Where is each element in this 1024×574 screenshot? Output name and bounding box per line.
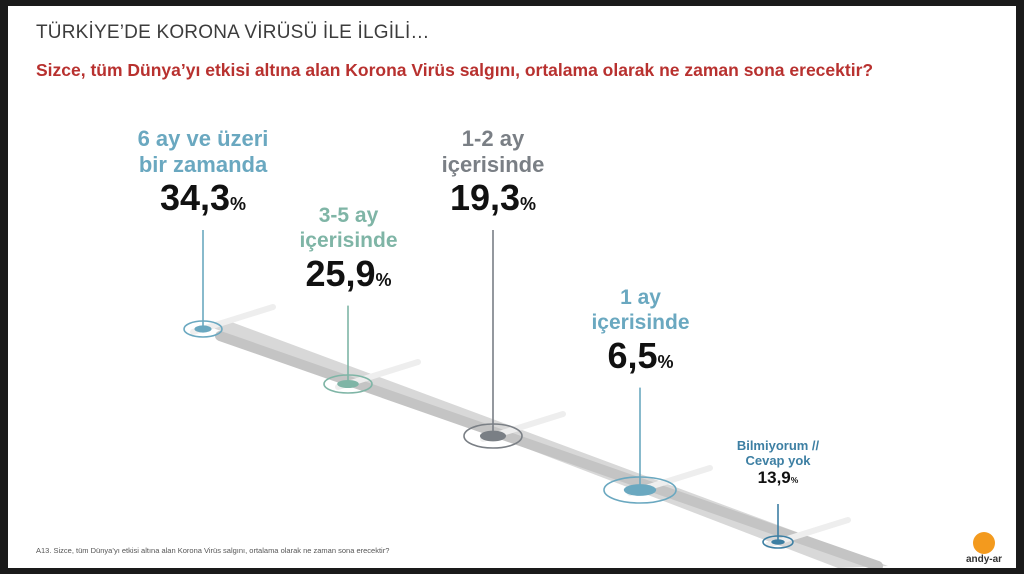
marker-dot (337, 379, 359, 389)
category-text: 6 ay ve üzeri (137, 126, 269, 151)
category-label: 6 ay ve üzeri bir zamanda 34,3% (108, 126, 298, 220)
marker-ring (762, 535, 794, 549)
marker-ring (183, 320, 223, 338)
value-label: 13,9% (713, 468, 843, 488)
marker-dot (623, 484, 657, 496)
category-text: içerisinde (441, 151, 545, 177)
category-text: içerisinde (299, 228, 398, 252)
value-label: 34,3% (108, 177, 298, 219)
category-text: Cevap yok (745, 453, 811, 469)
category-label: 1-2 ay içerisinde 19,3% (418, 126, 568, 220)
percent-sign: % (520, 194, 537, 215)
marker-ring (463, 423, 523, 449)
percent-sign: % (790, 475, 799, 486)
footnote: A13. Sizce, tüm Dünya’yı etkisi altına a… (36, 546, 390, 555)
marker-dot (479, 430, 507, 442)
marker-dot (194, 325, 212, 333)
value-number: 6,5 (607, 335, 658, 377)
category-text: 1-2 ay (461, 126, 525, 151)
value-label: 6,5% (568, 335, 713, 377)
category-text: bir zamanda (138, 151, 268, 177)
value-number: 25,9 (305, 253, 376, 295)
timeline-chart (183, 230, 888, 568)
category-text: Bilmiyorum // (736, 438, 820, 453)
category-text: 1 ay (620, 286, 661, 309)
category-text: 3-5 ay (318, 204, 379, 227)
brand-logo: andy-ar (964, 532, 1004, 565)
category-text: içerisinde (591, 310, 690, 334)
value-number: 34,3 (159, 177, 231, 219)
percent-sign: % (657, 352, 674, 373)
category-label: Bilmiyorum //Cevap yok 13,9% (713, 438, 843, 488)
category-label: 3-5 ay içerisinde 25,9% (266, 204, 431, 295)
marker-ring (603, 476, 677, 504)
value-number: 19,3 (449, 177, 521, 219)
category-label: 1 ay içerisinde 6,5% (568, 286, 713, 377)
percent-sign: % (375, 270, 392, 291)
survey-question: Sizce, tüm Dünya’yı etkisi altına alan K… (36, 60, 874, 80)
marker-ring (323, 374, 373, 394)
page-title: TÜRKİYE’DE KORONA VİRÜSÜ İLE İLGİLİ… (36, 22, 430, 43)
value-label: 19,3% (418, 177, 568, 219)
timeline-road-center (215, 331, 883, 568)
slide: TÜRKİYE’DE KORONA VİRÜSÜ İLE İLGİLİ… Siz… (8, 6, 1016, 568)
percent-sign: % (230, 194, 247, 215)
value-number: 13,9 (757, 468, 791, 488)
value-label: 25,9% (266, 253, 431, 295)
marker-dot (771, 539, 785, 545)
logo-text: andy-ar (965, 554, 1003, 565)
andy-ar-logo-icon (973, 532, 995, 554)
